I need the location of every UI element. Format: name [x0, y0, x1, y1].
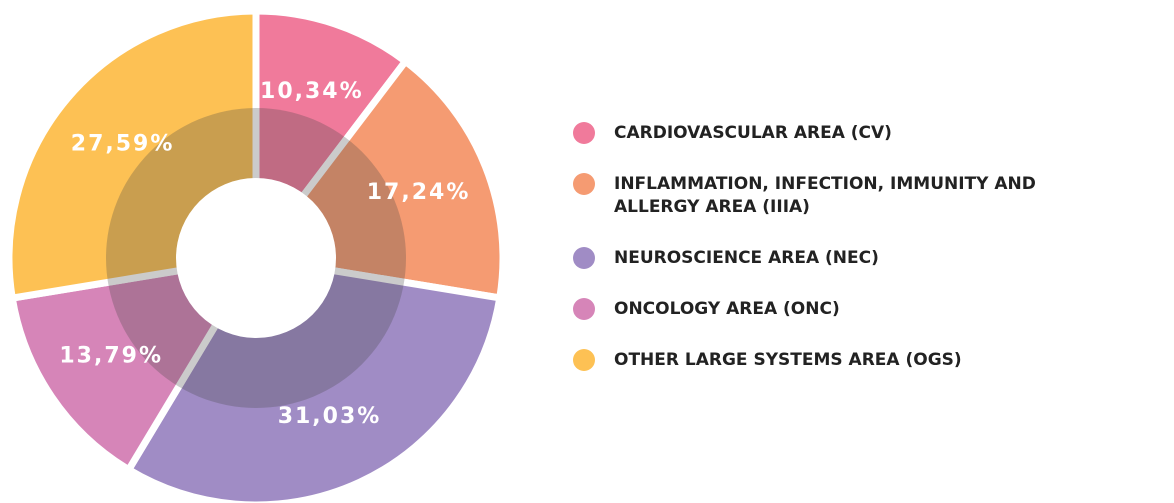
legend-label: ONCOLOGY AREA (ONC): [614, 299, 840, 319]
chart: 10,34% 17,24% 31,03% 13,79% 27,59%: [5, 7, 507, 503]
legend-swatch: [573, 349, 595, 371]
hole: [176, 178, 336, 338]
legend-item: NEUROSCIENCE AREA (NEC): [573, 247, 1173, 270]
legend-label: CARDIOVASCULAR AREA (CV): [614, 123, 892, 143]
legend-swatch: [573, 173, 595, 195]
legend-label: INFLAMMATION, INFECTION, IMMUNITY AND AL…: [614, 174, 1036, 217]
legend-swatch: [573, 247, 595, 269]
legend-item: INFLAMMATION, INFECTION, IMMUNITY AND AL…: [573, 173, 1173, 219]
legend-item: CARDIOVASCULAR AREA (CV): [573, 122, 1173, 145]
slice: [8, 253, 263, 475]
legend: CARDIOVASCULAR AREA (CV) INFLAMMATION, IN…: [573, 122, 1173, 400]
data-label: 27,59%: [71, 132, 175, 157]
data-label: 17,24%: [367, 180, 471, 205]
legend-swatch: [573, 298, 595, 320]
legend-label: OTHER LARGE SYSTEMS AREA (OGS): [614, 350, 962, 370]
data-label: 10,34%: [260, 79, 364, 104]
legend-label: NEUROSCIENCE AREA (NEC): [614, 248, 879, 268]
data-label: 13,79%: [59, 343, 163, 368]
legend-item: OTHER LARGE SYSTEMS AREA (OGS): [573, 349, 1173, 372]
legend-swatch: [573, 122, 595, 144]
legend-item: ONCOLOGY AREA (ONC): [573, 298, 1173, 321]
data-label: 31,03%: [278, 404, 382, 429]
